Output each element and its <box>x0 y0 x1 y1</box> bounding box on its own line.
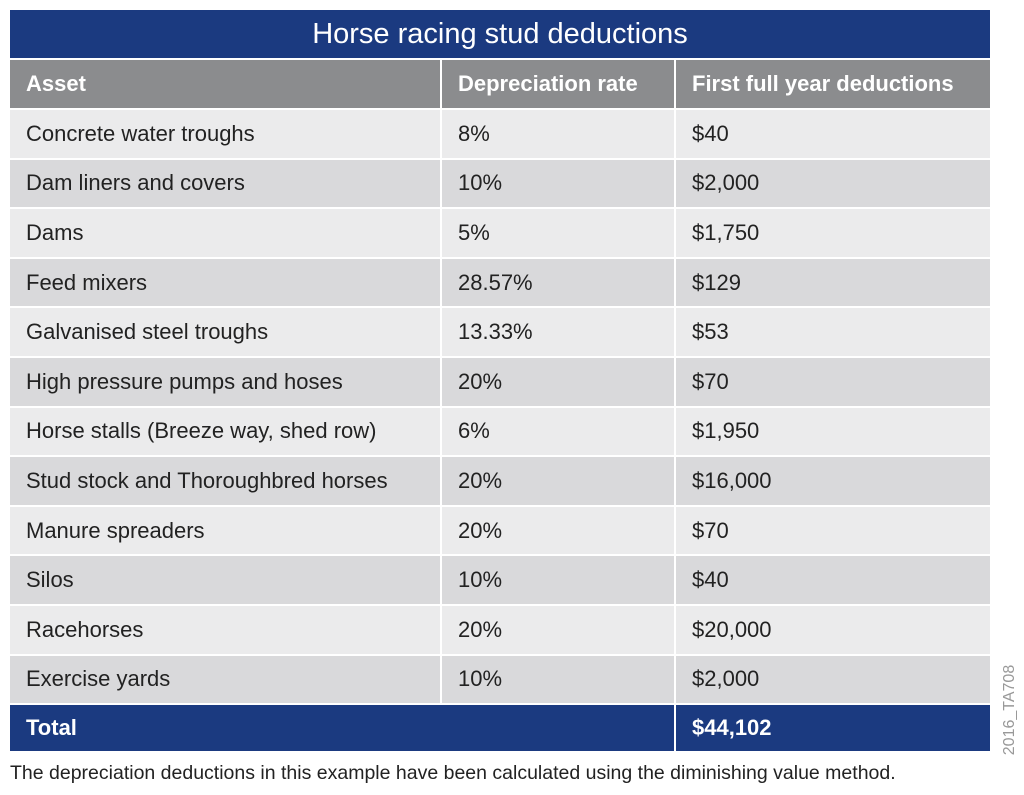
table-cell: Stud stock and Thoroughbred horses <box>10 457 440 505</box>
table-cell: $1,750 <box>676 209 990 257</box>
table-cell: Feed mixers <box>10 258 440 307</box>
table-cell: $1,950 <box>676 407 990 456</box>
table-cell: $53 <box>676 308 990 356</box>
table-cell: $129 <box>676 258 990 307</box>
table-title: Horse racing stud deductions <box>10 10 990 58</box>
table-cell: 5% <box>442 209 674 257</box>
table-cell: $70 <box>676 506 990 555</box>
table-cell: Silos <box>10 556 440 604</box>
table-cell: Dams <box>10 209 440 257</box>
table-cell: $2,000 <box>676 655 990 704</box>
table-cell: 28.57% <box>442 258 674 307</box>
table-cell: High pressure pumps and hoses <box>10 358 440 406</box>
table-cell: $16,000 <box>676 457 990 505</box>
table-cell: $40 <box>676 110 990 158</box>
total-value: $44,102 <box>676 705 990 752</box>
table-cell: Horse stalls (Breeze way, shed row) <box>10 407 440 456</box>
table-cell: 20% <box>442 358 674 406</box>
table-cell: $40 <box>676 556 990 604</box>
table-cell: 13.33% <box>442 308 674 356</box>
footnote: The depreciation deductions in this exam… <box>10 762 896 784</box>
table-cell: 20% <box>442 457 674 505</box>
table-cell: $70 <box>676 358 990 406</box>
table-cell: Manure spreaders <box>10 506 440 555</box>
table-cell: Concrete water troughs <box>10 110 440 158</box>
table-cell: Dam liners and covers <box>10 159 440 208</box>
table-cell: 20% <box>442 506 674 555</box>
table-cell: 10% <box>442 556 674 604</box>
header-cell: Asset <box>10 60 440 108</box>
table-cell: Racehorses <box>10 606 440 654</box>
figure-code: 2016_TA708 <box>1001 664 1018 756</box>
table-cell: Exercise yards <box>10 655 440 704</box>
header-cell: Depreciation rate <box>442 60 674 108</box>
table-cell: $2,000 <box>676 159 990 208</box>
total-label: Total <box>10 705 674 752</box>
table-cell: Galvanised steel troughs <box>10 308 440 356</box>
table-cell: 10% <box>442 655 674 704</box>
table-cell: 6% <box>442 407 674 456</box>
table-cell: $20,000 <box>676 606 990 654</box>
header-cell: First full year deductions <box>676 60 990 108</box>
table-cell: 20% <box>442 606 674 654</box>
table-cell: 8% <box>442 110 674 158</box>
table-cell: 10% <box>442 159 674 208</box>
